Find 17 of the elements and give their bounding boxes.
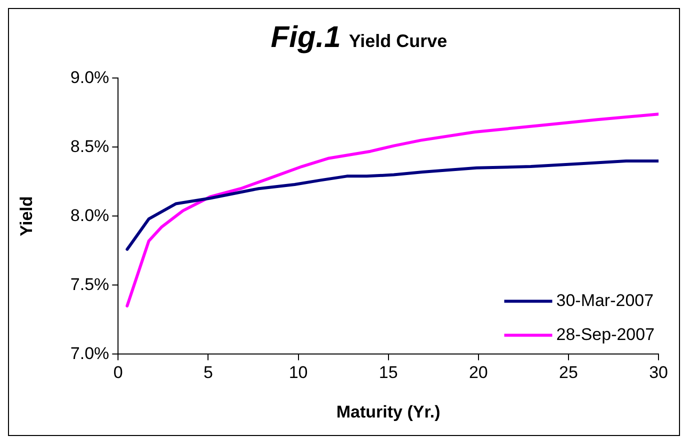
y-tick-label: 7.5% — [70, 274, 110, 294]
y-tick-label: 9.0% — [70, 68, 110, 87]
x-tick-label: 15 — [378, 363, 398, 382]
x-tick-label: 30 — [649, 363, 668, 382]
x-tick-label: 10 — [288, 363, 308, 382]
legend-label: 28-Sep-2007 — [556, 324, 655, 344]
y-tick-label: 8.0% — [70, 206, 110, 225]
x-axis-title: Maturity (Yr.) — [336, 402, 440, 422]
x-tick-label: 20 — [468, 363, 488, 382]
x-tick-label: 0 — [113, 363, 123, 382]
y-tick-label: 8.5% — [70, 136, 110, 156]
x-tick-label: 5 — [203, 363, 213, 382]
y-tick-label: 7.0% — [70, 344, 110, 363]
y-axis-title: Yield — [16, 196, 36, 236]
legend-label: 30-Mar-2007 — [556, 290, 654, 310]
x-tick-label: 25 — [559, 363, 578, 382]
chart-title: Fig.1 Yield Curve — [270, 21, 448, 54]
